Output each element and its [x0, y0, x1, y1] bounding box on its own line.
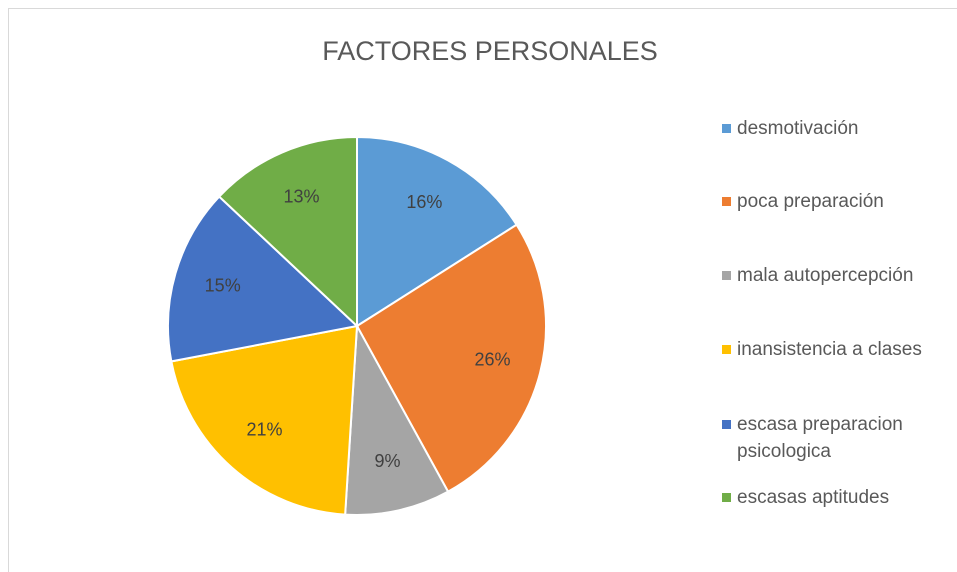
legend-swatch [722, 345, 731, 354]
data-label: 21% [246, 420, 282, 440]
chart-border [8, 8, 957, 572]
legend-swatch [722, 197, 731, 206]
data-label: 13% [283, 186, 319, 206]
legend-swatch [722, 124, 731, 133]
pie-slice [217, 135, 358, 329]
legend-label: inansistencia a clases [737, 339, 922, 360]
legend-label: escasas aptitudes [737, 487, 890, 508]
data-label: 9% [375, 451, 401, 471]
legend-swatch [722, 420, 731, 429]
pie-slice [170, 324, 359, 516]
pie-slice [344, 322, 450, 516]
chart-title: FACTORES PERSONALES [322, 36, 658, 66]
legend-label: escasa preparacion psicologica [737, 414, 903, 462]
data-label: 26% [474, 350, 510, 370]
legend-label: desmotivación [737, 118, 859, 139]
data-label: 16% [406, 192, 442, 212]
data-label: 15% [205, 276, 241, 296]
pie-slice [356, 135, 518, 328]
legend-swatch [722, 493, 731, 502]
legend-swatch [722, 271, 731, 280]
pie-slice [355, 223, 547, 493]
legend-label: mala autopercepción [737, 265, 914, 286]
pie-slice [167, 195, 360, 363]
legend-label: poca preparación [737, 191, 884, 212]
